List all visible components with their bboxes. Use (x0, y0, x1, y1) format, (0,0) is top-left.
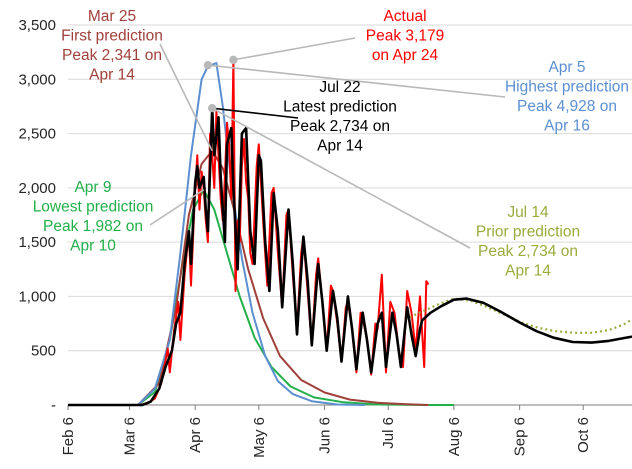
x-tick-label: Feb 6 (60, 417, 77, 455)
x-tick-label: Apr 6 (187, 417, 204, 453)
x-tick-label: Aug 6 (446, 417, 463, 456)
leader-line-lowest-peak (149, 189, 205, 226)
annotation-highest-line: Apr 5 (548, 59, 585, 76)
annotation-actual: Actual Peak 3,179 on Apr 24 (366, 8, 444, 64)
leader-line-first-peak (159, 43, 213, 152)
series-highest-line (68, 62, 365, 406)
annotation-leader-lines (149, 37, 506, 249)
series-latest-line (68, 106, 632, 407)
annotation-lowest-line: Peak 1,982 on (43, 218, 143, 235)
y-axis: - 500 1,000 1,500 2,000 2,500 3,000 3,500 (18, 17, 56, 414)
leader-line-latest-peak (212, 107, 299, 119)
series-lines (68, 58, 632, 407)
annotation-first-line: Mar 25 (88, 8, 136, 25)
annotation-prior-line: Apr 14 (505, 263, 551, 280)
annotation-first: Mar 25 First prediction Peak 2,341 on Apr 1… (61, 8, 163, 84)
y-tick-label: 1,500 (18, 234, 56, 251)
marker-latest-peak (207, 103, 217, 113)
annotation-latest-line: Apr 14 (317, 138, 363, 155)
marker-highest-peak (203, 60, 213, 70)
y-tick-label: 2,000 (18, 180, 56, 197)
y-tick-label: 3,000 (18, 71, 56, 88)
annotation-lowest-line: Apr 10 (70, 238, 116, 255)
x-tick-label: Mar 6 (121, 417, 138, 455)
x-tick-label: Sep 6 (512, 417, 529, 456)
peak-markers (203, 55, 238, 113)
y-tick-label: 2,500 (18, 126, 56, 143)
y-tick-label: - (51, 397, 56, 414)
leader-line-highest-peak (207, 64, 506, 98)
annotation-highest-line: Peak 4,928 on (517, 98, 617, 115)
y-tick-label: 3,500 (18, 17, 56, 34)
annotation-first-line: Peak 2,341 on (62, 47, 162, 64)
x-axis: Feb 6 Mar 6 Apr 6 May 6 Jun 6 Jul 6 Aug 6 Sep 6… (60, 405, 592, 458)
annotation-prior-line: Prior prediction (476, 224, 580, 241)
annotation-first-line: Apr 14 (89, 67, 135, 84)
x-tick-label: Oct 6 (575, 417, 592, 453)
series-first-line (68, 149, 429, 406)
annotation-prior-line: Peak 2,734 on (478, 243, 578, 260)
annotation-prior: Jul 14 Prior prediction Peak 2,734 on Apr 1… (476, 204, 580, 280)
annotation-lowest-line: Apr 9 (74, 179, 111, 196)
annotation-actual-line: Peak 3,179 (366, 28, 444, 45)
annotation-highest: Apr 5 Highest prediction Peak 4,928 on Apr … (505, 59, 629, 135)
y-tick-label: 500 (31, 343, 56, 360)
annotations: Mar 25 First prediction Peak 2,341 on Apr 1… (33, 8, 629, 280)
annotation-lowest: Apr 9 Lowest prediction Peak 1,982 on Apr 1… (33, 179, 154, 255)
annotation-highest-line: Highest prediction (505, 79, 629, 96)
annotation-highest-line: Apr 16 (544, 118, 590, 135)
leader-line-prior-peak (211, 107, 471, 249)
annotation-actual-line: Actual (383, 8, 426, 25)
annotation-prior-line: Jul 14 (507, 204, 549, 221)
series-prior-line (404, 297, 632, 334)
x-tick-label: Jul 6 (380, 417, 397, 449)
annotation-latest-line: Peak 2,734 on (290, 118, 390, 135)
x-tick-label: Jun 6 (317, 417, 334, 454)
gridlines (68, 24, 632, 406)
annotation-actual-line: on Apr 24 (372, 47, 439, 64)
annotation-first-line: First prediction (61, 28, 163, 45)
annotation-latest-line: Jul 22 (319, 79, 360, 96)
y-tick-label: 1,000 (18, 288, 56, 305)
x-tick-label: May 6 (251, 417, 268, 458)
annotation-lowest-line: Lowest prediction (33, 199, 154, 216)
annotation-latest: Jul 22 Latest prediction Peak 2,734 on Apr … (283, 79, 397, 155)
marker-actual-peak (229, 55, 238, 65)
annotation-latest-line: Latest prediction (283, 99, 397, 116)
leader-line-actual-peak (233, 37, 356, 61)
